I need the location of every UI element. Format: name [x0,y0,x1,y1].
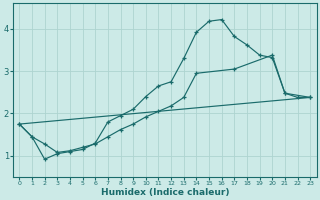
X-axis label: Humidex (Indice chaleur): Humidex (Indice chaleur) [100,188,229,197]
